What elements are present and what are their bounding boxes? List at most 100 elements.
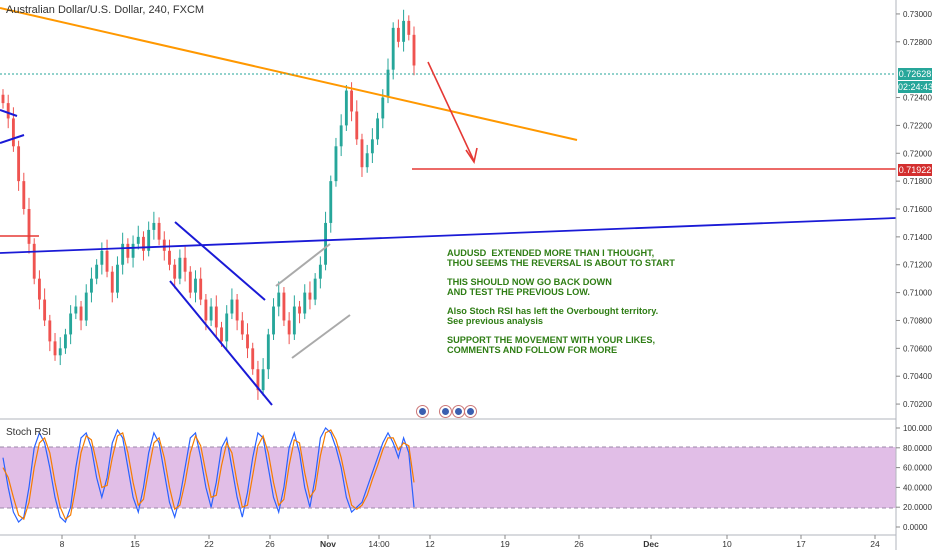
- candle-body: [131, 243, 135, 258]
- candle-body: [136, 236, 140, 244]
- candle-body: [90, 278, 93, 293]
- candle-body: [256, 369, 260, 391]
- price-tick-label: 0.70400: [903, 372, 932, 381]
- candle-body: [308, 292, 312, 300]
- time-tick-label: 8: [60, 539, 65, 549]
- rsi-band: [0, 447, 896, 508]
- rsi-tick-label: 0.0000: [903, 523, 928, 532]
- candle-body: [142, 236, 145, 251]
- analysis-note[interactable]: AUDUSD EXTENDED MORE THAN I THOUGHT, THO…: [447, 248, 675, 364]
- candle-body: [230, 299, 234, 314]
- candle-body: [344, 90, 348, 126]
- candle-body: [74, 306, 78, 314]
- candle-body: [381, 97, 385, 119]
- economic-event-icon[interactable]: [452, 405, 465, 418]
- candle-body: [370, 139, 374, 154]
- note-line-4: SUPPORT THE MOVEMENT WITH YOUR LIKES, CO…: [447, 334, 656, 355]
- time-tick-label: 12: [425, 539, 435, 549]
- candle-body: [251, 348, 255, 370]
- time-tick-label: Nov: [320, 539, 336, 549]
- rsi-tick-label: 100.0000: [903, 424, 932, 433]
- price-tick-label: 0.72000: [903, 149, 932, 158]
- time-tick-label: Dec: [643, 539, 659, 549]
- candle-body: [235, 299, 239, 321]
- candle-body: [157, 222, 161, 240]
- candle-body: [329, 181, 333, 223]
- candle-body: [303, 292, 307, 314]
- red-level-label: 0.71922: [898, 164, 932, 176]
- candle-body: [43, 299, 47, 321]
- candle-body: [58, 348, 62, 356]
- candle-body: [110, 271, 114, 293]
- candle-body: [214, 306, 218, 328]
- candle-body: [194, 278, 197, 293]
- candle-body: [79, 306, 83, 321]
- note-line-1: AUDUSD EXTENDED MORE THAN I THOUGHT, THO…: [447, 248, 675, 269]
- candle-body: [376, 118, 380, 140]
- candle-body: [287, 320, 291, 335]
- wedge-upper-line[interactable]: [174, 221, 266, 301]
- wedge-lower-line[interactable]: [169, 280, 273, 406]
- time-tick-label: 15: [130, 539, 140, 549]
- candle-body: [126, 243, 130, 258]
- time-tick-label: 14:00: [368, 539, 390, 549]
- candle-body: [386, 69, 390, 98]
- candle-body: [396, 27, 400, 42]
- left-blue-line-lower[interactable]: [0, 134, 25, 144]
- economic-event-icon[interactable]: [464, 405, 477, 418]
- candle-body: [402, 20, 406, 42]
- down-arrow[interactable]: [427, 61, 478, 165]
- rsi-d-line: [2, 429, 415, 521]
- candle-body: [313, 278, 317, 300]
- economic-event-icon[interactable]: [439, 405, 452, 418]
- candle-body: [105, 250, 109, 272]
- candle-body: [246, 334, 249, 349]
- time-tick-label: 19: [500, 539, 510, 549]
- candle-body: [292, 306, 296, 335]
- stoch-rsi-pane: [0, 427, 896, 524]
- candlesticks: [1, 9, 416, 400]
- channel-lower-line[interactable]: [291, 314, 351, 359]
- price-tick-label: 0.71400: [903, 233, 932, 242]
- rsi-tick-label: 60.0000: [903, 464, 932, 473]
- candle-body: [178, 257, 182, 279]
- candle-body: [147, 229, 151, 251]
- candle-body: [11, 118, 15, 147]
- price-tick-label: 0.71800: [903, 177, 932, 186]
- chart-title: Australian Dollar/U.S. Dollar, 240, FXCM: [6, 4, 205, 16]
- drawing-overlays: [0, 7, 897, 406]
- candle-body: [220, 327, 223, 342]
- candle-body: [339, 125, 343, 147]
- candle-body: [22, 181, 26, 209]
- time-tick-label: 17: [796, 539, 806, 549]
- candle-body: [6, 103, 10, 119]
- time-tick-label: 24: [870, 539, 880, 549]
- rsi-tick-label: 40.0000: [903, 483, 932, 492]
- economic-event-icon[interactable]: [416, 405, 429, 418]
- current-price-label: 0.72628: [898, 68, 932, 80]
- candle-body: [334, 146, 338, 182]
- candle-body: [261, 369, 265, 391]
- candle-body: [183, 257, 187, 272]
- candle-body: [204, 299, 208, 321]
- candle-body: [32, 243, 36, 279]
- candle-body: [272, 306, 275, 335]
- price-tick-label: 0.73000: [903, 10, 932, 19]
- candle-body: [225, 313, 229, 342]
- candle-body: [63, 334, 67, 349]
- candle-body: [412, 34, 416, 66]
- candle-body: [152, 222, 156, 230]
- candle-body: [365, 153, 369, 168]
- candle-body: [407, 20, 411, 35]
- rsi-k-line: [2, 427, 415, 524]
- left-blue-line-upper[interactable]: [0, 109, 18, 117]
- blue-trendline[interactable]: [0, 217, 897, 254]
- candle-body: [121, 243, 125, 265]
- candle-body: [69, 313, 73, 335]
- rsi-tick-label: 20.0000: [903, 503, 932, 512]
- channel-upper-line[interactable]: [275, 243, 331, 287]
- candle-body: [277, 292, 281, 307]
- price-tick-label: 0.71600: [903, 205, 932, 214]
- candle-body: [84, 292, 88, 321]
- candle-body: [48, 320, 52, 342]
